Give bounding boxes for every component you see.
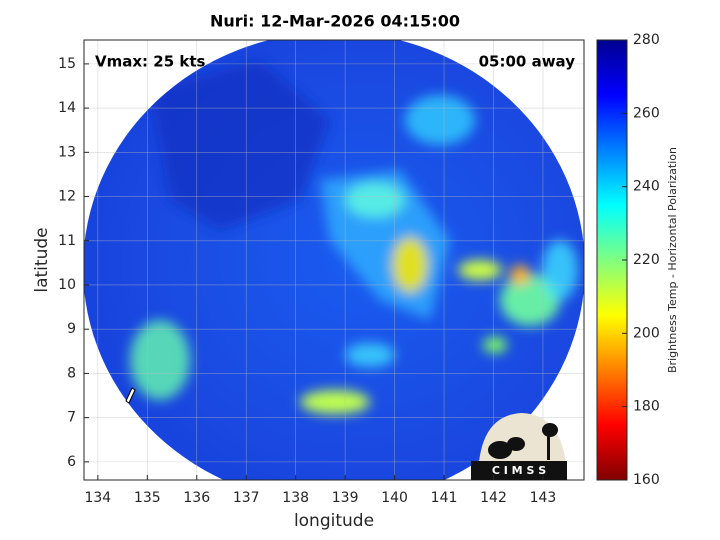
y-tick-label: 9: [67, 321, 76, 337]
y-tick-label: 11: [58, 233, 76, 249]
colorbar-tick-label: 260: [633, 105, 660, 121]
logo-text: C I M S S: [492, 464, 546, 477]
x-tick-label: 139: [332, 490, 359, 506]
annotation: 05:00 away: [479, 53, 576, 71]
y-tick-label: 8: [67, 365, 76, 381]
y-tick-label: 7: [67, 410, 76, 426]
x-tick-label: 136: [183, 490, 210, 506]
y-tick-label: 6: [67, 454, 76, 470]
colorbar-tick-label: 160: [633, 472, 660, 488]
chart-title: Nuri: 12-Mar-2026 04:15:00: [210, 12, 460, 31]
y-tick-label: 12: [58, 189, 76, 205]
colorbar-tick-label: 280: [633, 32, 660, 48]
x-axis-label: longitude: [294, 511, 374, 531]
y-tick-label: 13: [58, 144, 76, 160]
y-tick-label: 15: [58, 56, 76, 72]
x-tick-label: 142: [480, 490, 507, 506]
x-tick-label: 134: [84, 490, 111, 506]
colorbar-label: Brightness Temp - Horizontal Polarizatio…: [666, 147, 679, 373]
y-axis-label: latitude: [32, 227, 52, 292]
x-tick-label: 141: [431, 490, 458, 506]
x-tick-label: 135: [134, 490, 161, 506]
y-tick-label: 14: [58, 100, 76, 116]
storm-marker: [125, 387, 136, 404]
colorbar-tick-label: 220: [633, 252, 660, 268]
axes-frame: [83, 39, 585, 481]
imagery: [84, 40, 584, 480]
x-tick-label: 138: [282, 490, 309, 506]
y-tick-label: 10: [58, 277, 76, 293]
x-tick-label: 140: [381, 490, 408, 506]
grid: [84, 40, 584, 480]
x-tick-label: 143: [530, 490, 557, 506]
x-tick-label: 137: [233, 490, 260, 506]
annotation: Vmax: 25 kts: [95, 53, 205, 71]
colorbar-tick-label: 200: [633, 325, 660, 341]
colorbar-tick-label: 240: [633, 179, 660, 195]
colorbar-tick-label: 180: [633, 399, 660, 415]
